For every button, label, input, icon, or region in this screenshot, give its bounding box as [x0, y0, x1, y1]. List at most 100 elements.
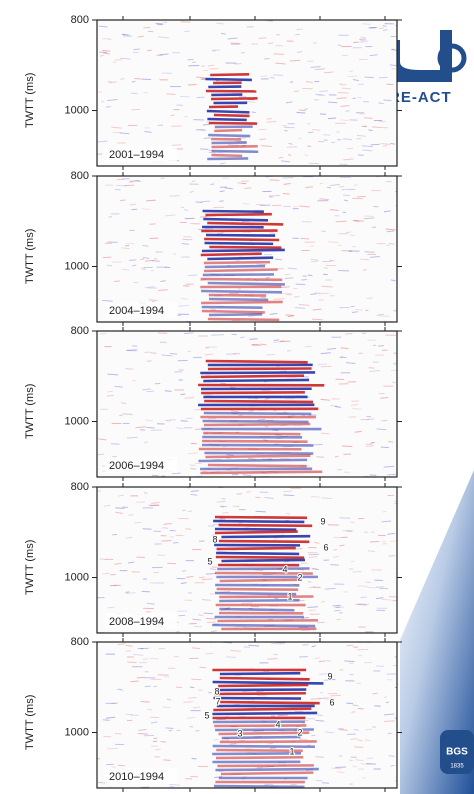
- noise: [256, 263, 267, 266]
- noise: [167, 562, 177, 565]
- noise: [352, 407, 362, 410]
- noise: [335, 766, 347, 768]
- noise: [379, 27, 385, 30]
- noise: [333, 549, 337, 551]
- badge: BGS 1835: [440, 730, 474, 774]
- noise: [348, 416, 357, 418]
- noise: [108, 81, 117, 84]
- reflector: [208, 297, 269, 302]
- noise: [329, 259, 335, 262]
- noise: [281, 339, 285, 342]
- noise: [157, 332, 168, 334]
- noise: [176, 427, 184, 430]
- noise: [248, 410, 254, 412]
- panel: 800 1000 TWTT (ms) 2004–1994: [24, 170, 402, 326]
- noise: [175, 630, 180, 633]
- noise: [164, 390, 172, 392]
- reflector: [211, 144, 258, 149]
- noise: [100, 54, 104, 57]
- noise: [113, 584, 118, 587]
- noise: [157, 36, 169, 39]
- noise: [98, 25, 108, 28]
- noise: [238, 522, 243, 525]
- reflector: [203, 260, 270, 265]
- noise: [367, 586, 376, 589]
- noise: [382, 25, 387, 27]
- noise: [237, 288, 242, 290]
- noise: [159, 53, 169, 56]
- reflector: [205, 454, 311, 459]
- noise: [144, 130, 152, 133]
- noise: [131, 80, 136, 83]
- reflector: [214, 527, 297, 531]
- noise: [380, 143, 391, 145]
- noise: [330, 564, 339, 566]
- noise: [334, 405, 341, 408]
- noise: [354, 219, 364, 222]
- noise: [226, 656, 236, 658]
- noise: [366, 763, 376, 765]
- reflector: [212, 711, 318, 716]
- noise: [243, 526, 251, 529]
- noise: [160, 177, 165, 180]
- noise: [360, 763, 372, 765]
- horizon-label: 3: [237, 728, 242, 738]
- noise: [390, 142, 395, 145]
- noise: [360, 40, 368, 42]
- noise: [357, 707, 364, 710]
- horizon-label: 7: [215, 696, 220, 706]
- noise: [346, 644, 354, 647]
- noise: [314, 657, 321, 660]
- noise: [352, 79, 359, 82]
- noise: [388, 755, 395, 757]
- noise: [339, 517, 351, 519]
- noise: [287, 315, 294, 318]
- noise: [375, 597, 384, 600]
- reflector: [205, 212, 272, 217]
- horizon-label: 9: [327, 671, 332, 681]
- noise: [358, 83, 364, 86]
- noise: [216, 22, 225, 25]
- noise: [269, 747, 277, 749]
- noise: [146, 390, 155, 393]
- noise: [323, 134, 331, 136]
- noise: [132, 654, 144, 656]
- reflector: [211, 153, 243, 158]
- noise: [195, 730, 200, 732]
- reflector: [198, 458, 308, 463]
- noise: [355, 308, 363, 311]
- reflector: [219, 607, 295, 612]
- noise: [145, 419, 153, 422]
- noise: [230, 410, 239, 413]
- noise: [284, 277, 294, 280]
- background-swoosh: [400, 470, 474, 794]
- noise: [184, 396, 194, 399]
- noise: [158, 289, 168, 291]
- noise: [354, 746, 364, 748]
- noise: [350, 737, 358, 740]
- noise: [282, 176, 294, 179]
- noise: [310, 258, 318, 261]
- noise: [127, 661, 137, 664]
- noise: [226, 454, 234, 456]
- noise: [339, 544, 345, 547]
- noise: [349, 759, 353, 762]
- noise: [341, 87, 352, 90]
- reflector: [207, 256, 274, 261]
- reflector: [215, 755, 304, 760]
- reflector: [218, 539, 310, 544]
- noise: [201, 599, 211, 601]
- noise: [336, 97, 347, 100]
- panel-label: 2008–1994: [109, 616, 164, 628]
- noise: [383, 696, 388, 699]
- noise: [355, 603, 367, 606]
- noise: [269, 76, 275, 79]
- noise: [315, 719, 325, 722]
- reflector: [213, 519, 305, 524]
- noise: [150, 352, 157, 354]
- noise: [144, 351, 151, 354]
- noise: [120, 78, 125, 80]
- reflector: [200, 374, 305, 379]
- noise: [190, 490, 199, 492]
